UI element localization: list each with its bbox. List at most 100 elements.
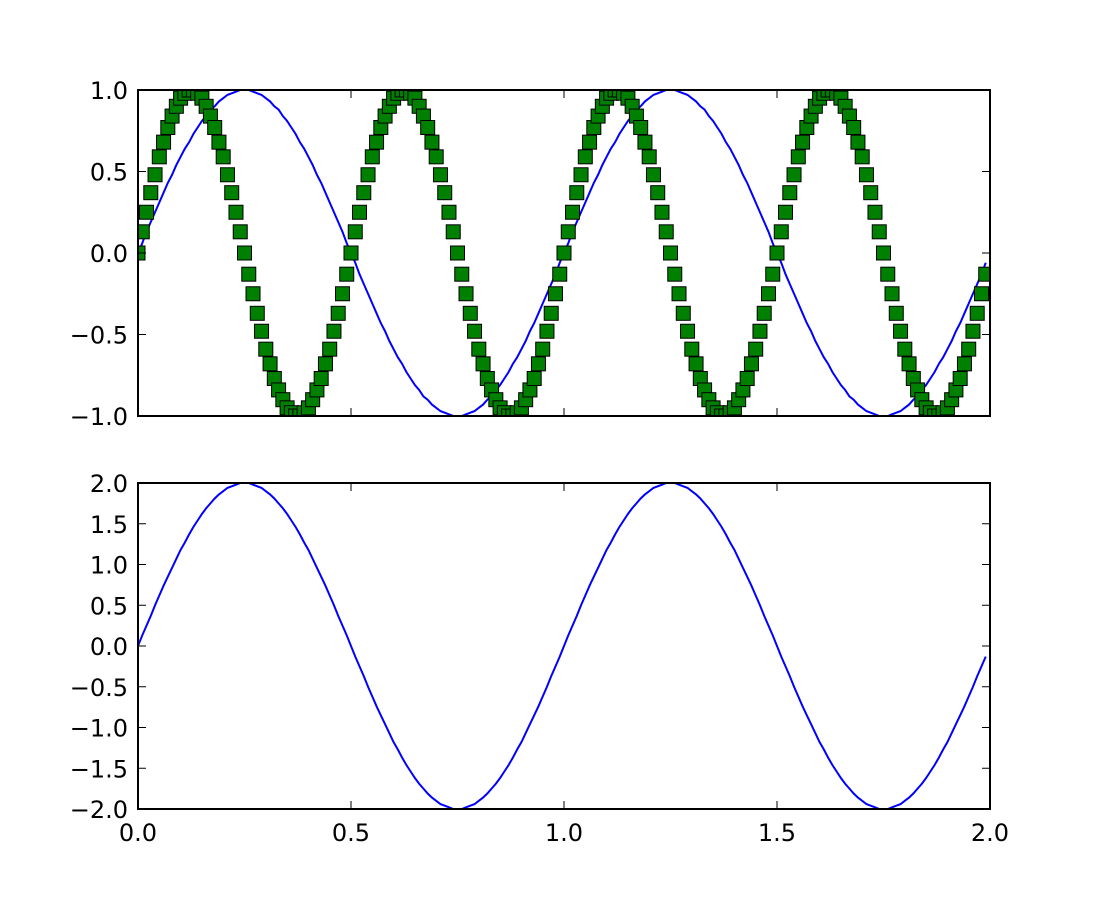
- square-marker: [219, 167, 235, 183]
- square-marker: [535, 341, 551, 357]
- square-marker: [871, 224, 887, 240]
- square-marker: [854, 149, 870, 165]
- square-marker: [978, 266, 990, 282]
- square-marker: [880, 266, 896, 282]
- square-marker: [475, 356, 491, 372]
- x-tick-label: 1.0: [545, 819, 583, 847]
- square-marker: [462, 305, 478, 321]
- square-marker: [156, 134, 172, 150]
- square-marker: [445, 224, 461, 240]
- square-marker: [441, 204, 457, 220]
- square-marker: [454, 266, 470, 282]
- square-marker: [671, 286, 687, 302]
- square-marker: [569, 185, 585, 201]
- square-marker: [667, 266, 683, 282]
- axes-frame: [137, 482, 991, 810]
- square-marker: [552, 266, 568, 282]
- square-marker: [237, 245, 252, 261]
- y-tick-label: 1.5: [90, 511, 128, 539]
- square-marker: [232, 224, 248, 240]
- square-marker: [876, 245, 891, 261]
- square-marker: [743, 356, 759, 372]
- square-marker: [241, 266, 257, 282]
- axes-top: −1.0 −0.5 0.0 0.5 1.0: [70, 77, 991, 431]
- plot-area: [138, 90, 990, 416]
- square-marker: [760, 286, 776, 302]
- square-marker: [769, 245, 785, 261]
- square-marker: [888, 305, 904, 321]
- square-marker: [360, 167, 376, 183]
- square-marker: [637, 134, 653, 150]
- x-tick-label: 1.5: [758, 819, 796, 847]
- square-marker: [339, 266, 355, 282]
- square-marker: [322, 341, 338, 357]
- square-marker: [680, 323, 696, 339]
- square-marker: [765, 266, 781, 282]
- square-marker: [249, 305, 265, 321]
- square-marker: [901, 356, 917, 372]
- square-marker: [956, 356, 972, 372]
- square-marker: [867, 204, 883, 220]
- y-tick-label: 0.5: [90, 159, 128, 187]
- y-tick-label: 0.0: [90, 240, 128, 268]
- square-marker: [884, 286, 900, 302]
- square-marker: [369, 134, 385, 150]
- square-marker: [215, 149, 231, 165]
- square-marker: [437, 185, 453, 201]
- square-marker: [633, 119, 649, 135]
- y-tick-label: 1.0: [90, 552, 128, 580]
- square-marker: [688, 356, 704, 372]
- square-marker: [313, 371, 329, 387]
- square-marker: [138, 224, 150, 240]
- square-marker: [654, 204, 670, 220]
- square-marker: [539, 323, 555, 339]
- square-marker: [352, 204, 368, 220]
- x-tick-label: 0.5: [332, 819, 370, 847]
- square-marker: [556, 245, 572, 261]
- square-marker: [471, 341, 487, 357]
- square-marker: [428, 149, 444, 165]
- square-marker: [893, 323, 909, 339]
- square-marker: [973, 286, 989, 302]
- y-tick-label: 0.5: [90, 592, 128, 620]
- square-marker: [641, 149, 657, 165]
- square-marker: [684, 341, 700, 357]
- square-marker: [650, 185, 666, 201]
- square-marker: [846, 119, 862, 135]
- square-marker: [961, 341, 977, 357]
- square-marker: [645, 167, 661, 183]
- square-marker: [347, 224, 363, 240]
- y-tick-label: −2.0: [70, 796, 128, 824]
- square-marker: [207, 119, 223, 135]
- square-marker: [952, 371, 968, 387]
- square-marker: [143, 185, 159, 201]
- square-marker: [897, 341, 913, 357]
- y-tick-label: −1.0: [70, 715, 128, 743]
- square-marker: [577, 149, 593, 165]
- y-tick-label: −1.5: [70, 755, 128, 783]
- square-marker: [364, 149, 380, 165]
- square-marker: [756, 305, 772, 321]
- square-marker: [530, 356, 546, 372]
- axes-frame: [137, 89, 991, 417]
- square-marker: [326, 323, 342, 339]
- square-marker: [863, 185, 879, 201]
- square-marker: [582, 134, 598, 150]
- y-tick-label: 1.0: [90, 77, 128, 105]
- y-tick-label: 0.0: [90, 633, 128, 661]
- square-marker: [356, 185, 372, 201]
- square-marker: [965, 323, 981, 339]
- square-marker: [526, 371, 542, 387]
- square-marker: [658, 224, 674, 240]
- square-marker: [675, 305, 691, 321]
- square-marker: [330, 305, 346, 321]
- square-marker: [147, 167, 163, 183]
- plot-area: [138, 483, 987, 809]
- square-marker: [739, 371, 755, 387]
- square-marker: [458, 286, 474, 302]
- axes-bottom: 0.0 0.5 1.0 1.5 2.0 −2.0 −1.5 −1.0 −0.5 0.0 0.5 1.0…: [70, 470, 1009, 847]
- square-marker: [773, 224, 789, 240]
- square-marker: [790, 149, 806, 165]
- square-marker: [565, 204, 581, 220]
